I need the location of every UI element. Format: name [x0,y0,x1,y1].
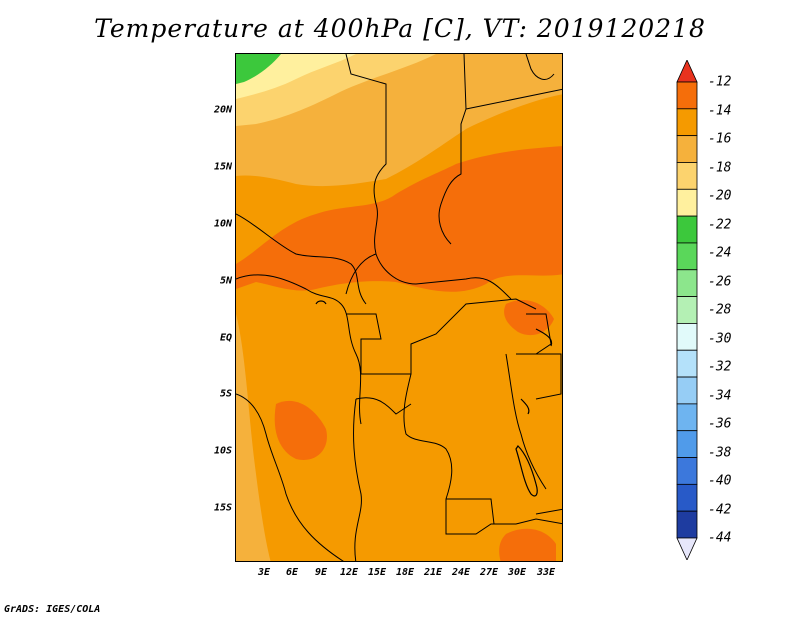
lat-label: 15N [213,161,232,173]
footer-credit: GrADS: IGES/COLA [4,604,101,615]
colorbar-label: -28 [708,302,732,318]
field-warm-east [504,299,554,336]
colorbar-label: -32 [708,359,732,375]
colorbar-swatch [676,376,698,405]
colorbar-swatch [676,242,698,271]
field-warm-se [499,528,556,561]
lon-label: 21E [423,567,443,578]
colorbar-label: -16 [708,131,732,147]
lon-label: 30E [507,567,527,578]
colorbar-label: -40 [708,473,732,489]
lat-label: 10N [213,218,232,230]
colorbar-bottom-triangle [676,537,698,560]
colorbar-swatch [676,483,698,512]
colorbar-label: -26 [708,274,732,289]
field-warm-sw [274,400,327,460]
borders [236,54,562,561]
colorbar-label: -36 [708,416,732,432]
colorbar-swatch [676,323,698,351]
colorbar-label: -24 [708,245,732,261]
lon-label: 9E [314,567,328,578]
lon-label: 18E [395,567,415,578]
colorbar-label: -44 [708,530,732,546]
colorbar [676,60,698,560]
lon-label: 15E [367,567,387,578]
lat-label: 20N [213,104,232,116]
chart-title: Temperature at 400hPa [C], VT: 201912021… [94,14,706,43]
colorbar-swatch [676,81,698,110]
colorbar-swatch [676,269,698,297]
colorbar-label: -38 [708,445,732,460]
colorbar-swatch [676,215,698,244]
colorbar-swatch [676,349,698,378]
lon-label: 6E [285,567,299,578]
colorbar-label: -22 [708,217,732,232]
colorbar-swatch [676,162,698,190]
temperature-map [235,53,563,562]
lat-label: EQ [219,332,232,344]
lon-label: 24E [451,567,471,578]
colorbar-top-triangle [676,60,698,83]
colorbar-swatch [676,135,698,163]
colorbar-swatch [676,457,698,485]
colorbar-swatch [676,296,698,324]
field-warm-core [236,146,562,292]
lakes [315,300,553,497]
colorbar-label: -20 [708,188,732,204]
colorbar-label: -12 [708,74,732,90]
colorbar-label: -14 [708,103,732,118]
lon-label: 3E [257,567,271,578]
colorbar-swatch [676,510,698,539]
lat-label: 5S [219,388,232,400]
lat-label: 10S [213,445,232,457]
colorbar-label: -30 [708,331,732,346]
colorbar-label: -34 [708,388,732,403]
colorbar-swatch [676,108,698,137]
lat-label: 15S [213,502,232,514]
colorbar-swatch [676,403,698,432]
colorbar-swatch [676,188,698,217]
field-cool-west [236,314,271,561]
lon-label: 27E [479,567,499,578]
colorbar-swatch [676,430,698,458]
colorbar-label: -42 [708,502,732,517]
field-band-22-patch [236,54,281,84]
lat-label: 5N [219,275,232,287]
colorbar-label: -18 [708,160,732,175]
lon-label: 33E [536,567,556,578]
lon-label: 12E [339,567,359,578]
